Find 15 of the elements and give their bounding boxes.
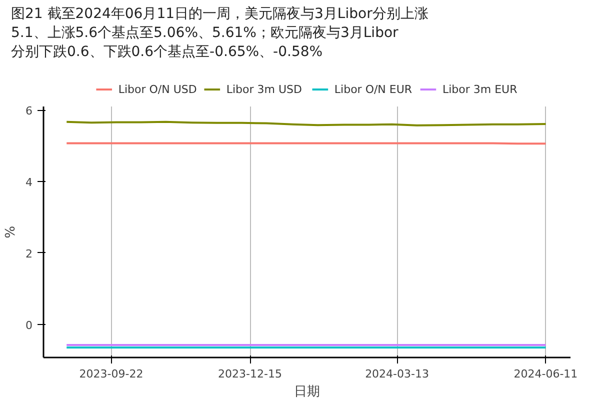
legend-label: Libor 3m USD <box>226 83 302 96</box>
y-tick-label: 2 <box>26 247 32 260</box>
x-tick-label: 2024-03-13 <box>365 368 430 380</box>
x-tick-label: 2024-06-11 <box>514 368 578 380</box>
y-axis-title: % <box>4 226 18 238</box>
x-axis-title: 日期 <box>294 384 320 400</box>
y-tick-label: 4 <box>26 176 32 189</box>
legend-label: Libor O/N EUR <box>334 83 412 96</box>
legend-label: Libor 3m EUR <box>442 83 518 96</box>
chart-title: 图21 截至2024年06月11日的一周，美元隔夜与3月Libor分别上涨 5.1、上涨5.6个基点至5.06%、5.61%；欧元隔夜与3月Libor 分别下跌0.6、下跌0.6个基点至-0.65%、-0.58% <box>11 5 428 62</box>
y-tick-label: 6 <box>26 104 32 118</box>
x-tick-label: 2023-12-15 <box>218 368 282 380</box>
legend-label: Libor O/N USD <box>118 83 197 96</box>
y-tick-label: 0 <box>26 318 32 332</box>
x-tick-label: 2023-09-22 <box>79 368 144 380</box>
